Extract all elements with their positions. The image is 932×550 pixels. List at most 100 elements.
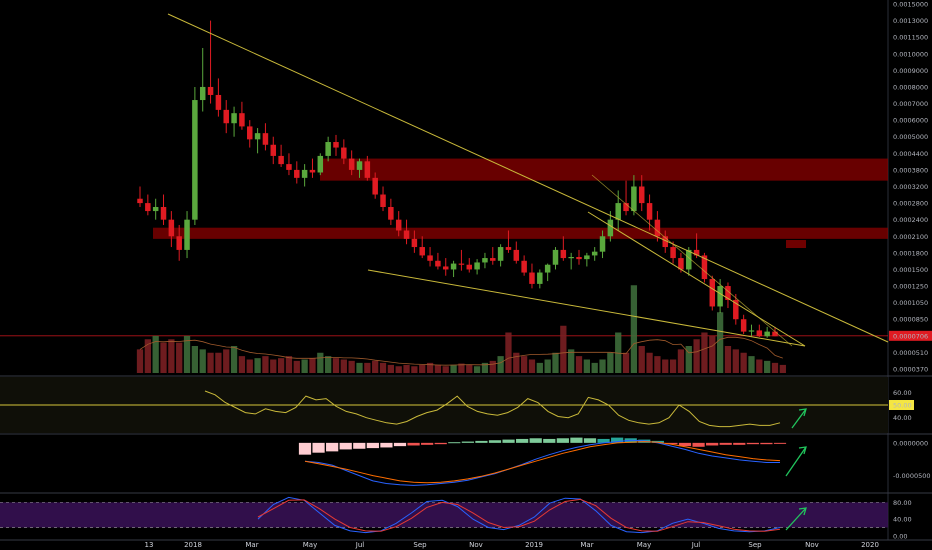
candle-body (317, 155, 324, 173)
candle-body (450, 263, 457, 270)
candle-body (270, 144, 277, 156)
macd-histogram-bar (719, 442, 732, 445)
macd-histogram-bar (611, 437, 624, 443)
macd-histogram-bar (543, 438, 556, 443)
price-axis-tick: 0.0002400 (893, 216, 928, 224)
candle-body (529, 272, 535, 284)
volume-bar (528, 359, 536, 373)
volume-bar (521, 356, 528, 373)
volume-bar (309, 358, 316, 373)
date-axis-tick: 13 (145, 541, 154, 549)
volume-bar (701, 332, 708, 373)
macd-histogram-bar (353, 442, 366, 449)
volume-bar (607, 352, 614, 373)
candle-body (395, 219, 402, 231)
macd-histogram-bar (421, 442, 434, 445)
volume-bar (630, 285, 638, 373)
volume-bar (740, 352, 747, 373)
candle-body (733, 299, 739, 320)
stochastic-axis-tick: 80.00 (893, 499, 912, 507)
candle-body (623, 203, 629, 212)
volume-bar (458, 363, 465, 373)
candle-body (184, 219, 190, 250)
candle-body (372, 177, 378, 195)
candle-body (607, 219, 614, 237)
volume-bar (513, 352, 520, 373)
volume-bar (591, 362, 598, 373)
macd-histogram-bar (570, 437, 583, 443)
candle-body (654, 219, 661, 237)
stochastic-axis-tick: 0.00 (893, 532, 907, 540)
resistance-zone-marker (786, 240, 806, 248)
date-axis-tick: Jul (691, 541, 701, 549)
candle-body (513, 249, 520, 261)
volume-bar (732, 349, 739, 373)
price-axis-tick: 0.0004400 (893, 150, 928, 158)
volume-bar (622, 352, 630, 373)
price-axis-tick: 0.0005000 (893, 133, 928, 141)
current-price-badge (889, 330, 932, 341)
candle-body (301, 169, 308, 178)
oscillator-axis-tick: 40.00 (893, 414, 912, 422)
price-axis-tick: 0.0006000 (893, 117, 928, 125)
candle-body (364, 161, 371, 178)
candle-body (207, 86, 214, 95)
candle-body (521, 260, 527, 273)
price-axis-tick: 0.0002800 (893, 200, 928, 208)
candle-body (356, 161, 363, 170)
price-axis-tick: 0.0001050 (893, 299, 928, 307)
candle-body (262, 133, 269, 145)
candle-body (411, 238, 418, 248)
macd-histogram-bar (556, 438, 569, 443)
macd-histogram-bar (516, 438, 529, 443)
macd-histogram-bar (773, 442, 787, 444)
candle-body (701, 255, 708, 280)
candle-body (466, 264, 473, 270)
price-axis-tick: 0.0008000 (893, 83, 928, 91)
volume-bar (489, 360, 496, 373)
candle-body (223, 109, 229, 124)
up-arrow-head (798, 507, 807, 516)
macd-histogram-bar (475, 440, 488, 443)
candle-body (403, 230, 410, 239)
volume-bar (136, 349, 144, 373)
volume-bar (638, 346, 645, 373)
volume-bar (662, 359, 669, 373)
candle-body (772, 331, 778, 337)
macd-histogram-bar (692, 442, 705, 447)
candle-body (764, 331, 770, 337)
candle-body (215, 94, 222, 110)
candle-body (740, 319, 747, 332)
oscillator-axis-tick: 60.00 (893, 389, 912, 397)
candle-body (427, 255, 433, 261)
price-axis-tick: 0.0001500 (893, 266, 928, 274)
macd-line (304, 439, 780, 486)
volume-bar (387, 364, 394, 373)
candle-body (278, 155, 284, 165)
candle-body (325, 142, 331, 156)
support-trendline (367, 269, 806, 347)
volume-bar (340, 359, 347, 373)
volume-bar (277, 358, 285, 373)
volume-bar (654, 356, 661, 373)
volume-bar (379, 362, 387, 373)
candle-body (152, 207, 159, 212)
candle-body (560, 249, 567, 259)
candle-body (458, 263, 465, 265)
volume-bar (466, 364, 473, 373)
candle-body (599, 236, 606, 252)
volume-bar (419, 364, 426, 373)
volume-bar (505, 332, 512, 373)
macd-histogram-bar (760, 442, 773, 445)
price-axis-tick: 0.0001800 (893, 249, 928, 257)
candle-body (380, 194, 386, 208)
price-axis-tick: 0.0001250 (893, 283, 928, 291)
volume-bar (262, 356, 269, 373)
up-arrow-head (798, 446, 807, 455)
macd-histogram-bar (678, 442, 692, 447)
macd-histogram-bar (298, 442, 312, 455)
candle-body (137, 198, 143, 204)
volume-bar (293, 360, 300, 373)
candle-body (686, 249, 692, 270)
